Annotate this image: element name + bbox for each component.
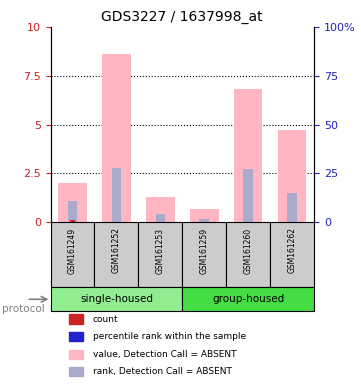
FancyBboxPatch shape: [51, 287, 182, 311]
Text: protocol: protocol: [2, 304, 44, 314]
Bar: [68, 201, 77, 222]
Bar: [112, 167, 121, 222]
Title: GDS3227 / 1637998_at: GDS3227 / 1637998_at: [101, 10, 263, 25]
Bar: [199, 219, 209, 222]
FancyBboxPatch shape: [138, 222, 182, 287]
FancyBboxPatch shape: [182, 222, 226, 287]
Bar: [69, 367, 83, 376]
FancyBboxPatch shape: [51, 222, 95, 287]
Text: GSM161249: GSM161249: [68, 227, 77, 273]
Text: single-housed: single-housed: [80, 294, 153, 304]
Text: percentile rank within the sample: percentile rank within the sample: [93, 332, 246, 341]
FancyBboxPatch shape: [182, 287, 314, 311]
Bar: [70, 220, 75, 222]
Bar: [69, 349, 83, 359]
Text: GSM161253: GSM161253: [156, 227, 165, 273]
Text: GSM161252: GSM161252: [112, 227, 121, 273]
Text: rank, Detection Call = ABSENT: rank, Detection Call = ABSENT: [93, 367, 231, 376]
FancyBboxPatch shape: [226, 222, 270, 287]
Bar: [156, 214, 165, 222]
Bar: [243, 169, 253, 222]
Bar: [287, 193, 297, 222]
Bar: [190, 209, 218, 222]
Bar: [234, 89, 262, 222]
Text: group-housed: group-housed: [212, 294, 284, 304]
Text: count: count: [93, 314, 118, 324]
FancyBboxPatch shape: [270, 222, 314, 287]
Text: GSM161260: GSM161260: [244, 227, 253, 273]
Bar: [69, 314, 83, 324]
FancyBboxPatch shape: [95, 222, 138, 287]
Bar: [146, 197, 175, 222]
Text: GSM161262: GSM161262: [288, 227, 297, 273]
Text: value, Detection Call = ABSENT: value, Detection Call = ABSENT: [93, 350, 236, 359]
Bar: [278, 131, 306, 222]
Text: GSM161259: GSM161259: [200, 227, 209, 273]
Bar: [102, 54, 131, 222]
Bar: [58, 183, 87, 222]
Bar: [69, 332, 83, 341]
